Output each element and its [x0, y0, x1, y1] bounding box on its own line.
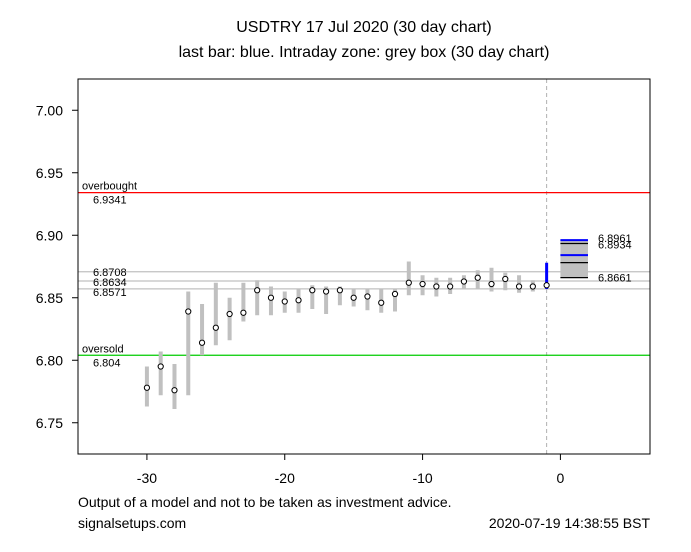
bar-close-16 [364, 293, 371, 300]
zone-label-0: 6.8961 [598, 233, 632, 245]
x-tick-label-2: -10 [412, 470, 432, 486]
bar-close-21 [433, 283, 440, 290]
ref-name-overbought: overbought [82, 181, 137, 193]
bar-close-18 [391, 290, 399, 298]
bar-close-29 [543, 282, 550, 289]
bar-close-17 [378, 299, 385, 306]
x-tick-label-1: -20 [275, 470, 295, 486]
zone-label-4: 6.8661 [598, 273, 632, 285]
bar-close-1 [157, 363, 164, 370]
disclaimer-text: Output of a model and not to be taken as… [78, 494, 452, 510]
bar-close-24 [474, 274, 481, 281]
bar-close-28 [529, 283, 536, 290]
y-tick-label-2: 6.85 [36, 290, 63, 306]
site-name: signalsetups.com [78, 515, 186, 531]
y-tick-label-4: 6.95 [36, 165, 63, 181]
bar-close-13 [322, 288, 330, 295]
bar-close-27 [515, 283, 523, 290]
bar-close-23 [460, 278, 468, 285]
y-tick-label-0: 6.75 [36, 415, 63, 431]
bar-close-4 [198, 339, 206, 346]
y-tick-label-1: 6.80 [36, 352, 63, 368]
x-tick-label-0: -30 [137, 470, 157, 486]
ref-value-level-2: 6.8708 [93, 267, 127, 279]
ref-value-oversold: 6.804 [93, 357, 121, 369]
ref-name-oversold: oversold [82, 343, 124, 355]
zone-label-1: 6.8934 [598, 240, 632, 252]
reference-lines: overbought 6.9341 oversold 6.804 6.87086.863… [78, 79, 650, 454]
timestamp: 2020-07-19 14:38:55 BST [489, 515, 651, 531]
bar-close-19 [405, 279, 412, 286]
bar-close-10 [281, 298, 288, 305]
bar-close-6 [226, 310, 233, 318]
bar-close-9 [267, 294, 275, 301]
chart-subtitle: last bar: blue. Intraday zone: grey box … [179, 44, 550, 61]
ref-value-overbought: 6.9341 [93, 195, 127, 207]
bar-close-20 [419, 280, 426, 288]
bar-close-5 [212, 324, 219, 331]
bar-close-22 [447, 283, 454, 290]
range-bars [143, 261, 550, 409]
zone-box [560, 240, 588, 278]
ref-value-level-3: 6.8634 [93, 277, 127, 289]
bar-close-15 [350, 294, 357, 301]
bar-close-2 [171, 387, 178, 394]
bar-close-14 [336, 287, 343, 294]
axes: 6.75 6.80 6.85 6.90 6.95 7.00 -30 -20 -10 0 [36, 78, 651, 486]
bar-close-0 [143, 384, 151, 391]
y-tick-label-5: 7.00 [36, 102, 63, 118]
plot-frame [77, 78, 651, 455]
bar-close-12 [309, 287, 316, 294]
bar-close-26 [502, 275, 509, 283]
chart-title: USDTRY 17 Jul 2020 (30 day chart) [236, 19, 492, 36]
bar-close-7 [240, 309, 247, 316]
y-tick-label-3: 6.90 [36, 227, 63, 243]
x-tick-label-3: 0 [557, 470, 565, 486]
bar-close-8 [254, 287, 261, 294]
bar-close-25 [488, 280, 495, 288]
bar-close-11 [295, 297, 302, 304]
bar-close-3 [185, 308, 192, 315]
ref-value-level-4: 6.8571 [93, 287, 127, 299]
